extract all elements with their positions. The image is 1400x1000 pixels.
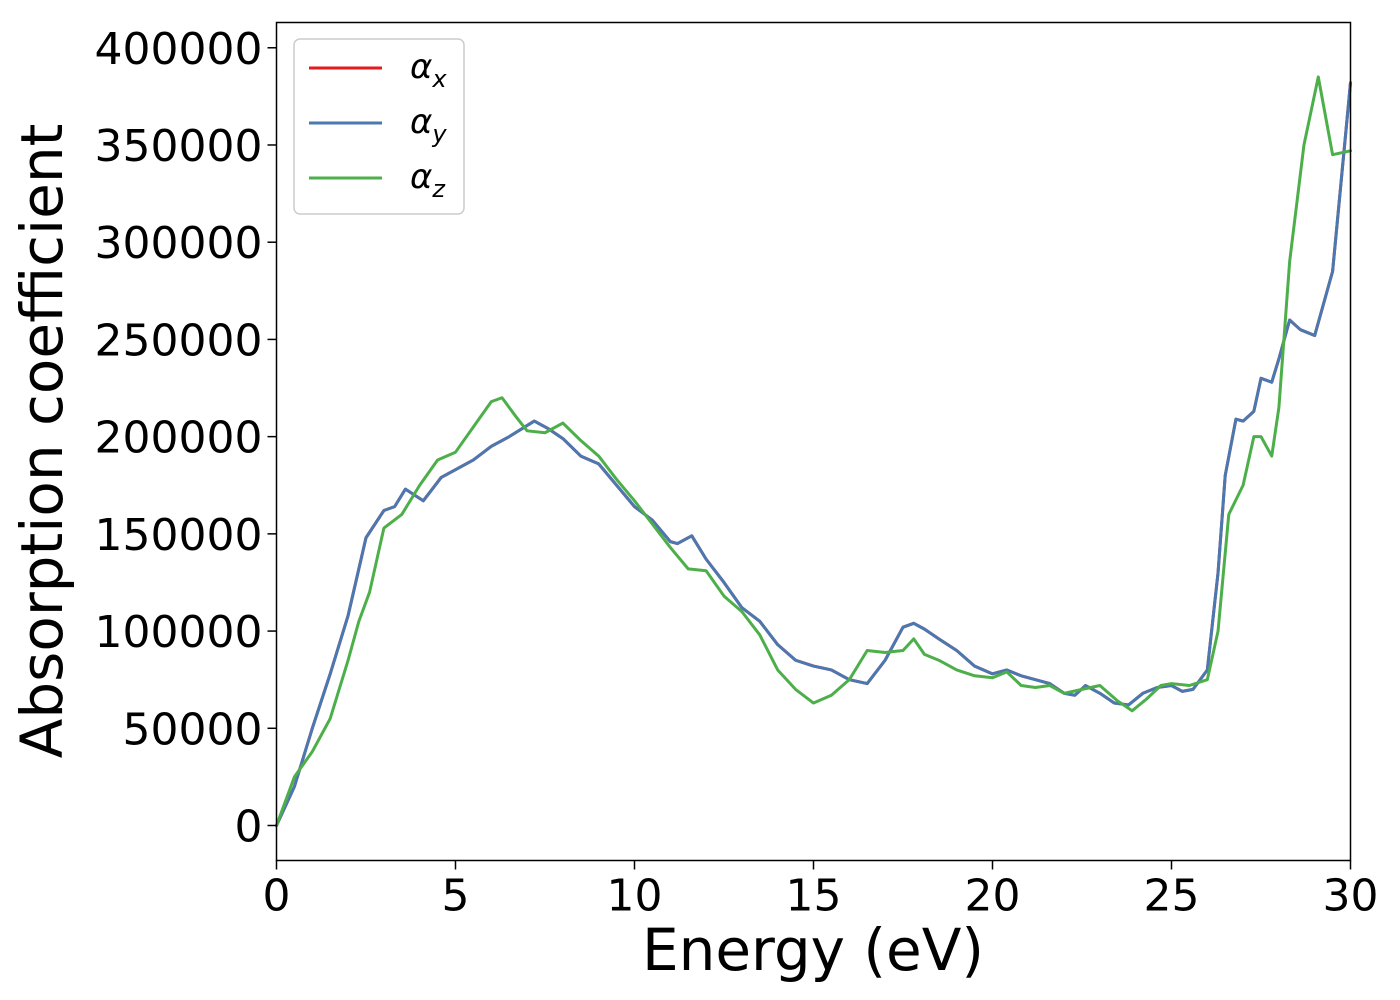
y-tick-label: 300000	[95, 218, 263, 269]
y-tick-label: 100000	[95, 607, 263, 658]
series-line-y	[275, 81, 1352, 827]
x-axis-label: Energy (eV)	[642, 916, 984, 984]
y-tick-label: 350000	[95, 121, 263, 172]
x-tick-label: 15	[786, 871, 842, 922]
legend-label-y: αy	[410, 102, 447, 148]
legend: αx αy αz	[293, 38, 465, 215]
x-tick-label: 20	[965, 871, 1021, 922]
y-axis-label: Absorption coefficient	[8, 124, 76, 759]
y-axis: 0 50000 100000 150000 200000 250000 300000 3500…	[95, 24, 277, 853]
series-layer	[275, 75, 1352, 827]
legend-label-z: αz	[410, 157, 446, 203]
y-tick-label: 400000	[95, 24, 263, 75]
y-tick-label: 150000	[95, 510, 263, 561]
x-tick-label: 25	[1144, 871, 1200, 922]
y-tick-label: 250000	[95, 315, 263, 366]
y-tick-label: 200000	[95, 413, 263, 464]
series-line-z	[275, 75, 1352, 827]
y-tick-label: 50000	[123, 704, 263, 755]
x-tick-label: 0	[263, 871, 291, 922]
x-axis: 0 5 10 15 20 25 30	[263, 860, 1379, 922]
x-tick-label: 5	[442, 871, 470, 922]
legend-frame	[293, 38, 465, 215]
x-tick-label: 10	[607, 871, 663, 922]
legend-label-x: αx	[410, 47, 447, 93]
y-tick-label: 0	[235, 802, 263, 853]
x-tick-label: 30	[1323, 871, 1379, 922]
